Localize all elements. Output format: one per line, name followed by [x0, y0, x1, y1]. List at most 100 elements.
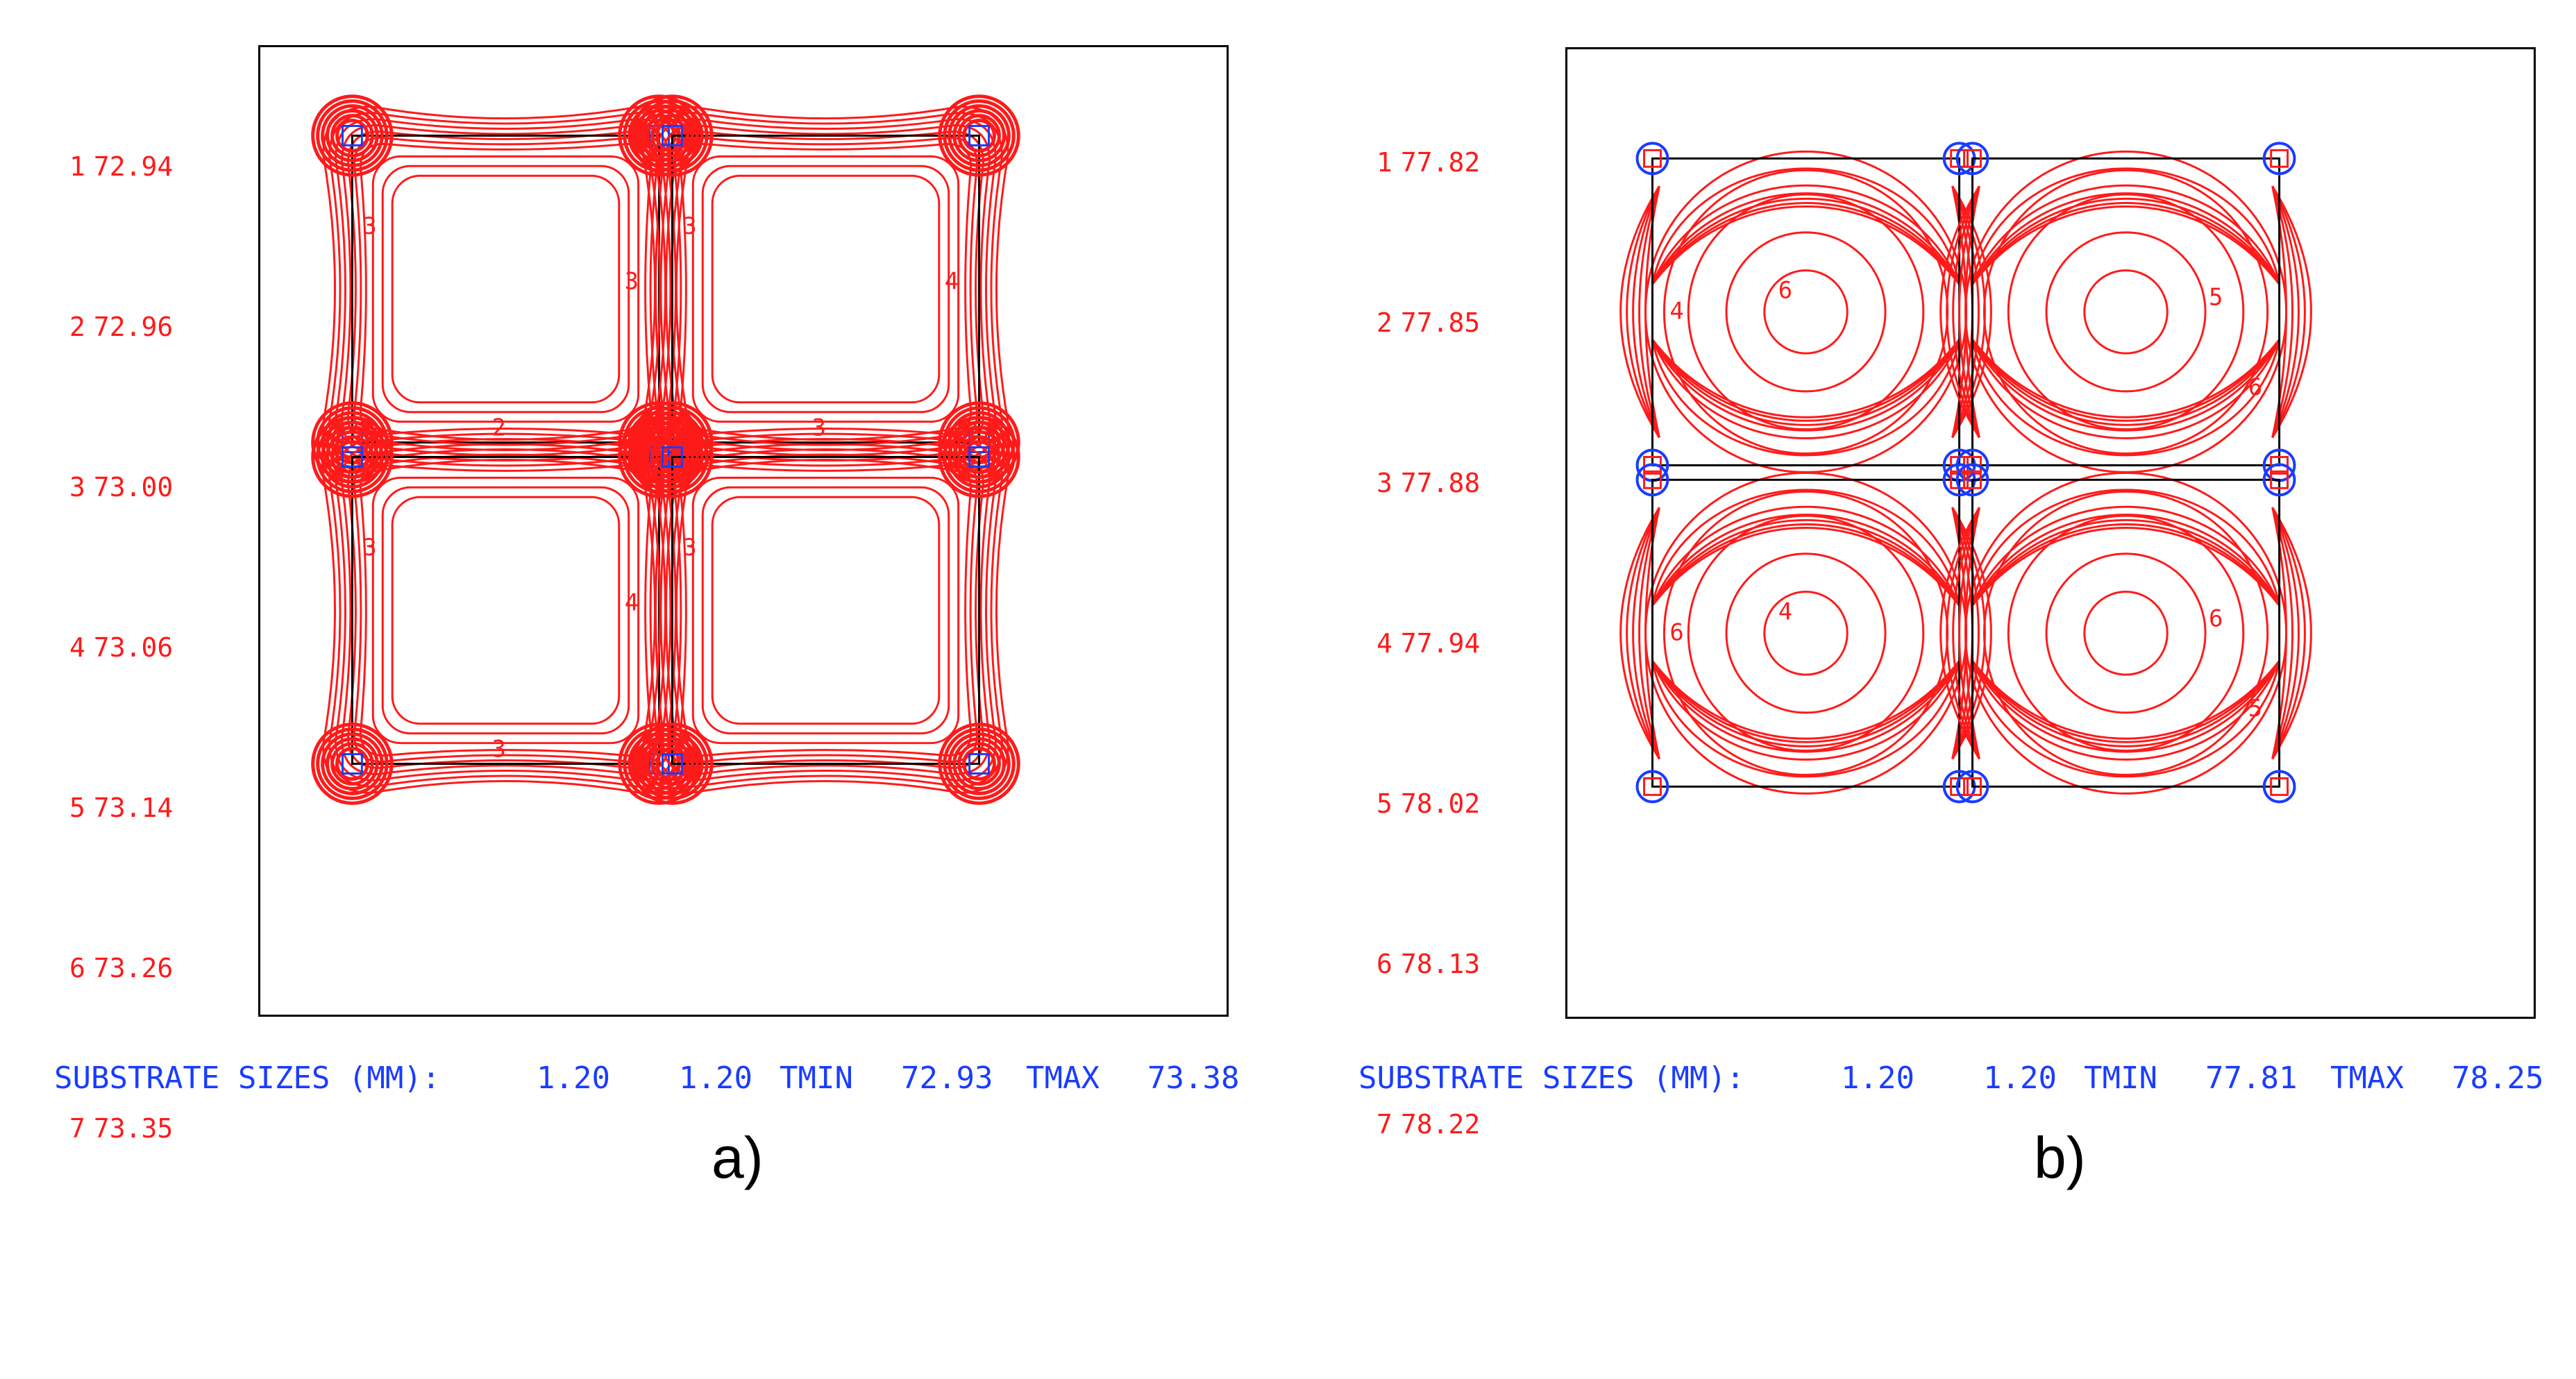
contour-label: 4 [625, 589, 639, 616]
contour-label: 6 [1778, 276, 1792, 303]
pad-marker [1635, 770, 1669, 804]
legend-row: 2 77.85 [1377, 296, 1480, 350]
pad-square [1643, 777, 1662, 796]
contour-label: 2 [492, 414, 506, 441]
legend-value: 78.13 [1400, 949, 1481, 979]
contour-line [1725, 552, 1887, 714]
contour-line [1651, 339, 1960, 439]
module-b: 56 [1939, 142, 2312, 482]
legend-row: 7 73.35 [69, 1102, 173, 1156]
hotspot-contour [646, 109, 699, 162]
contour-label: 3 [492, 736, 506, 763]
hotspot-contour [646, 737, 699, 790]
hotspot-contour [321, 425, 384, 489]
contour-line [371, 476, 640, 745]
legend-row: 4 73.06 [69, 621, 173, 675]
pad-marker [341, 446, 363, 468]
contour-line [1971, 202, 2280, 285]
size-x-value: 1.20 [537, 1060, 610, 1096]
pad-marker [1955, 463, 1989, 497]
contour-line [359, 142, 653, 436]
contour-line [1651, 167, 1961, 285]
pad-square [1643, 470, 1662, 489]
contour-line [1651, 339, 1961, 457]
hotspot-contour [943, 421, 1016, 493]
contour-plot-a: 3 3 2 3 4 3 3 4 3 3 [311, 94, 1020, 805]
legend-a: 1 72.94 2 72.96 3 73.00 4 73.06 5 73.14 6 73.2… [69, 33, 173, 1262]
contour-line [679, 464, 973, 757]
contour-line [2045, 552, 2207, 714]
substrate-square [1651, 478, 1961, 788]
legend-value: 72.96 [93, 312, 174, 342]
hotspot-contour [962, 747, 996, 781]
tmin-value: 77.81 [2205, 1060, 2298, 1096]
legend-row: 3 77.88 [1377, 457, 1480, 510]
tmax-label: TMAX [1026, 1060, 1100, 1096]
contour-line [2271, 507, 2293, 760]
caption-a: a) [712, 1125, 764, 1190]
substrate-square [671, 134, 981, 444]
contour-line [1958, 507, 1980, 760]
contour-line [666, 451, 985, 770]
contour-line [1651, 660, 1961, 778]
contour-line [2271, 185, 2312, 439]
contour-line [1651, 339, 1960, 426]
legend-index: 5 [1377, 788, 1392, 819]
contour-line [1651, 202, 1960, 285]
legend-value: 77.82 [1400, 147, 1481, 178]
substrate-square [1971, 157, 2281, 466]
contour-line [1971, 339, 2280, 426]
legend-value: 73.35 [93, 1113, 174, 1144]
pad-marker [2262, 463, 2296, 497]
hotspot-contour [943, 727, 1016, 800]
contour-line [1638, 507, 1660, 760]
hotspot-contour [335, 747, 369, 781]
hotspot-contour [650, 435, 694, 479]
contour-line [1939, 507, 1980, 760]
contour-label: 3 [362, 534, 376, 561]
legend-value: 78.22 [1400, 1109, 1481, 1140]
plot-frame-a: 3 3 2 3 4 3 3 4 3 3 [258, 45, 1229, 1017]
contour-line [1971, 339, 2280, 439]
module-a: 3 [631, 416, 1020, 805]
pad-square [2270, 149, 2289, 168]
hotspot-contour [957, 114, 1001, 158]
pad-marker [2262, 770, 2296, 804]
contour-line [1651, 527, 1960, 607]
contour-line [1619, 185, 1660, 439]
legend-index: 3 [69, 472, 85, 502]
hotspot-contour [650, 742, 694, 786]
tmin-value: 72.93 [901, 1060, 993, 1096]
contour-line [1651, 505, 1960, 607]
contour-line [1971, 184, 2280, 285]
legend-index: 1 [69, 151, 85, 182]
tmax-value: 73.38 [1147, 1060, 1240, 1096]
contour-line [661, 446, 991, 775]
tmin-label: TMIN [2084, 1060, 2157, 1096]
substrate-square [351, 455, 661, 765]
contour-line [381, 486, 630, 735]
contour-line [2271, 185, 2293, 439]
contour-line [1946, 507, 1980, 760]
pad-square [1963, 470, 1982, 489]
contour-line [1763, 269, 1849, 355]
legend-row: 6 73.26 [69, 942, 173, 995]
contour-line [1971, 505, 2280, 607]
contour-line [2007, 514, 2245, 752]
contour-line [1939, 185, 1980, 439]
contour-label: 4 [1669, 297, 1683, 324]
hotspot-contour [952, 737, 1006, 790]
hotspot-contour [938, 94, 1020, 177]
legend-row: 4 77.94 [1377, 617, 1480, 670]
hotspot-contour [962, 440, 996, 474]
contour-label: 4 [1778, 598, 1792, 625]
legend-row: 5 78.02 [1377, 777, 1480, 831]
contour-line [1971, 523, 2280, 607]
contour-line [701, 164, 950, 414]
contour-line [701, 486, 950, 735]
legend-index: 1 [1377, 147, 1392, 178]
hotspot-contour [957, 742, 1001, 786]
pad-square [2270, 455, 2289, 475]
contour-label: 6 [2248, 373, 2262, 400]
tmax-value: 78.25 [2452, 1060, 2544, 1096]
